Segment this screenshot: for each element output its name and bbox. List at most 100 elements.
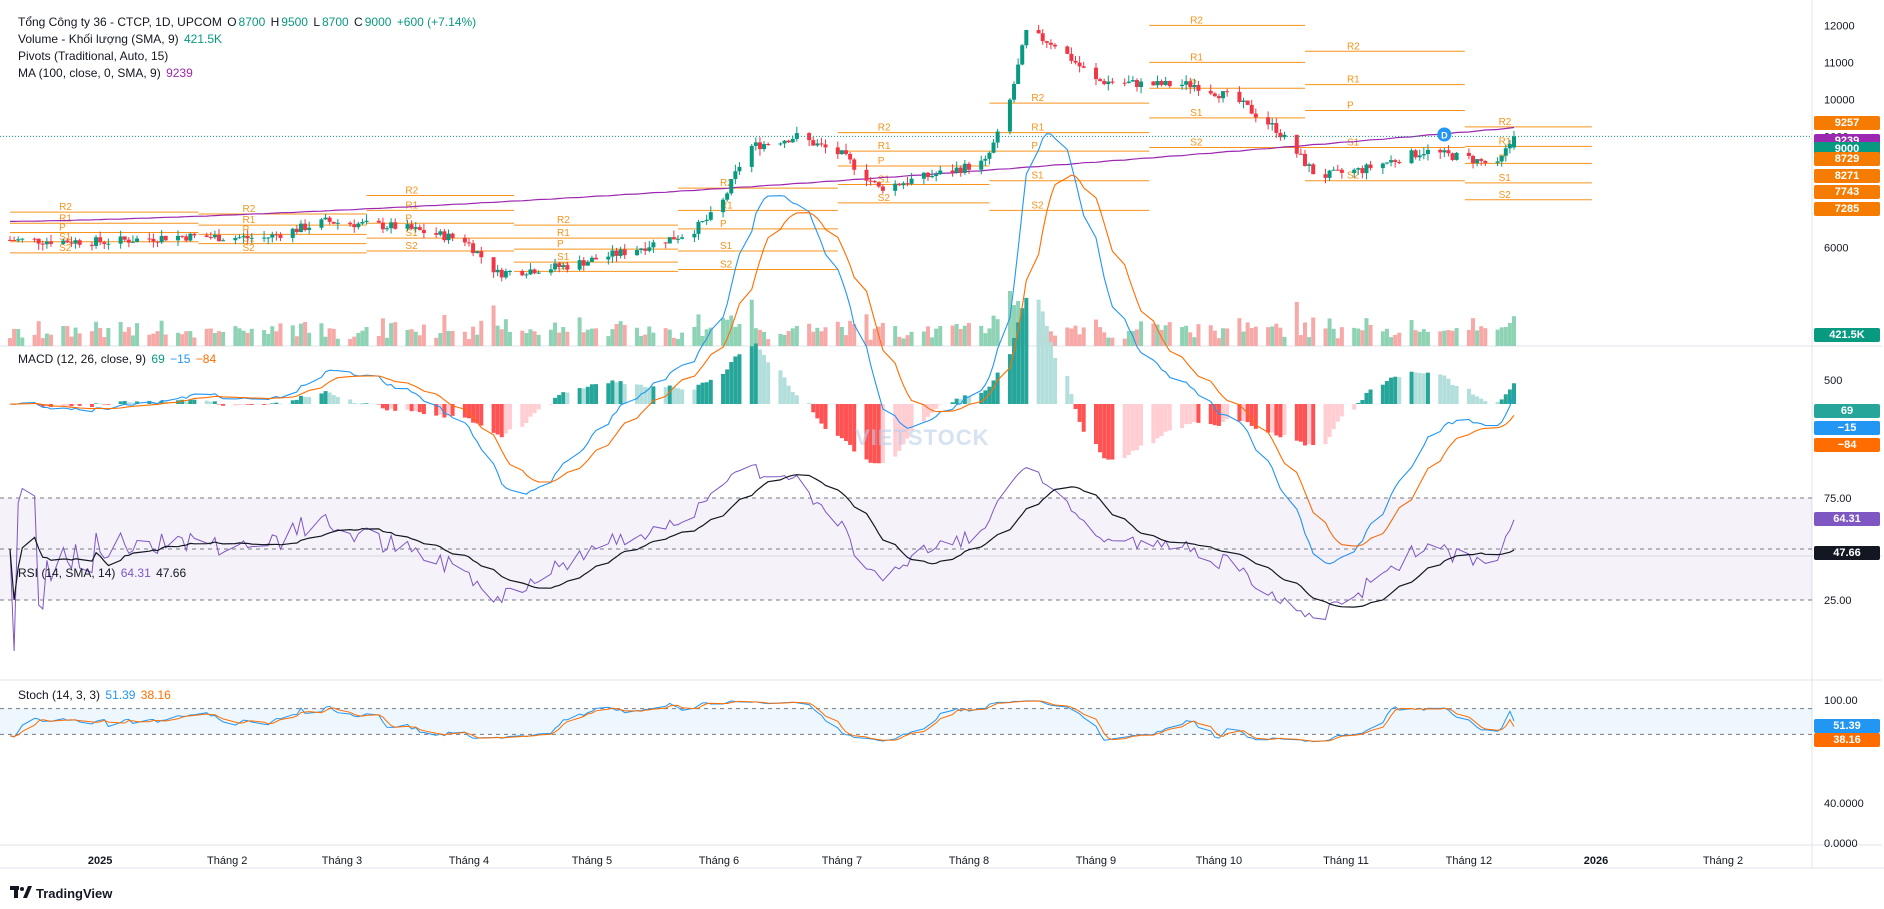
macd-histogram-bar — [950, 402, 955, 404]
volume-bar — [1421, 329, 1426, 346]
macd-histogram-bar — [594, 384, 599, 404]
macd-histogram-bar — [1360, 400, 1365, 404]
pivots-legend-row: Pivots (Traditional, Auto, 15) — [18, 48, 478, 65]
volume-bar — [1012, 305, 1017, 346]
macd-histogram-bar — [589, 384, 594, 404]
volume-bar — [335, 338, 340, 346]
candle-body — [364, 220, 369, 222]
volume-bar — [1081, 327, 1086, 346]
macd-histogram-bar — [1020, 308, 1025, 404]
volume-bar — [1397, 332, 1402, 346]
volume-bar — [1134, 329, 1139, 346]
volume-bar — [1389, 337, 1394, 346]
candle-body — [1356, 168, 1361, 170]
volume-bar — [848, 320, 853, 346]
time-axis-label: Tháng 3 — [322, 855, 362, 867]
pivot-label: S2 — [720, 260, 733, 271]
pivot-label: S1 — [405, 228, 418, 239]
macd-histogram-bar — [237, 404, 242, 406]
macd-histogram-bar — [786, 385, 791, 404]
candle-body — [1364, 164, 1369, 174]
candle-body — [1446, 150, 1451, 154]
candle-body — [749, 145, 754, 167]
tradingview-logo[interactable]: TradingView — [10, 886, 112, 901]
macd-histogram-bar — [700, 382, 705, 404]
macd-histogram-bar — [585, 386, 590, 404]
macd-histogram-bar — [880, 404, 885, 463]
candle-body — [462, 237, 467, 243]
volume-bar — [507, 331, 512, 346]
volume-bar — [44, 333, 49, 346]
macd-histogram-bar — [491, 404, 496, 433]
volume-bar — [1352, 327, 1357, 346]
time-axis-label: Tháng 5 — [572, 855, 612, 867]
dividend-marker — [1437, 127, 1452, 142]
candle-body — [479, 251, 484, 258]
macd-histogram-bar — [405, 404, 410, 410]
macd-histogram-bar — [217, 404, 221, 405]
macd-histogram-bar — [73, 404, 78, 405]
macd-histogram-bar — [122, 400, 127, 404]
volume-bar — [274, 331, 279, 346]
volume-bar — [1294, 301, 1299, 346]
macd-histogram-bar — [40, 404, 45, 407]
macd-histogram-bar — [159, 400, 164, 404]
candle-body — [89, 244, 94, 246]
macd-histogram-bar — [1479, 398, 1484, 404]
pivot-label: S2 — [1347, 171, 1360, 182]
candle-body — [815, 143, 820, 146]
volume-bar — [528, 329, 533, 346]
macd-histogram-bar — [1466, 388, 1471, 404]
macd-histogram-bar — [106, 404, 111, 405]
volume-bar — [852, 324, 857, 346]
macd-histogram-bar — [561, 392, 566, 404]
candle-body — [208, 237, 213, 239]
macd-histogram-bar — [1188, 404, 1193, 424]
candle-body — [610, 250, 615, 257]
candle-body — [1106, 81, 1111, 85]
macd-histogram-bar — [335, 396, 340, 404]
volume-bar — [262, 330, 267, 346]
volume-bar — [561, 327, 566, 346]
macd-histogram-bar — [360, 403, 365, 405]
rsi-tag: 47.66 — [1814, 545, 1880, 560]
candle-body — [130, 241, 135, 243]
volume-bar — [794, 325, 799, 346]
candle-body — [442, 231, 447, 241]
high-value: 9500 — [281, 15, 308, 29]
candle-body — [643, 248, 648, 251]
candle-body — [307, 227, 312, 231]
macd-histogram-bar — [438, 404, 443, 415]
candle-body — [94, 237, 99, 246]
volume-bar — [1364, 318, 1369, 346]
candle-body — [675, 238, 680, 240]
macd-histogram-bar — [548, 404, 553, 405]
pivot-label: R1 — [1499, 136, 1512, 147]
candle-body — [1012, 83, 1017, 100]
macd-histogram-bar — [1438, 374, 1443, 404]
macd-histogram-bar — [749, 346, 754, 404]
volume-bar — [1425, 331, 1430, 346]
macd-legend: MACD (12, 26, close, 9) 69 −15 −84 — [18, 351, 218, 368]
candle-body — [1216, 96, 1221, 99]
macd-histogram-bar — [352, 402, 357, 404]
candle-body — [36, 238, 41, 244]
candle-body — [1323, 174, 1328, 178]
candle-body — [1081, 66, 1086, 68]
candle-body — [905, 183, 910, 185]
candle-body — [1225, 91, 1230, 93]
volume-bar — [1184, 325, 1189, 346]
volume-bar — [1454, 328, 1459, 346]
candle-body — [40, 243, 45, 245]
ma-label: MA (100, close, 0, SMA, 9) — [18, 66, 161, 80]
candle-body — [868, 180, 873, 182]
macd-histogram-bar — [274, 402, 279, 404]
volume-bar — [241, 330, 246, 346]
macd-histogram-bar — [364, 403, 369, 404]
macd-histogram-bar — [1475, 396, 1480, 404]
macd-histogram-bar — [1163, 404, 1168, 432]
volume-bar — [1311, 317, 1316, 346]
macd-histogram-bar — [1081, 404, 1086, 432]
price-tag: 421.5K — [1814, 328, 1880, 342]
